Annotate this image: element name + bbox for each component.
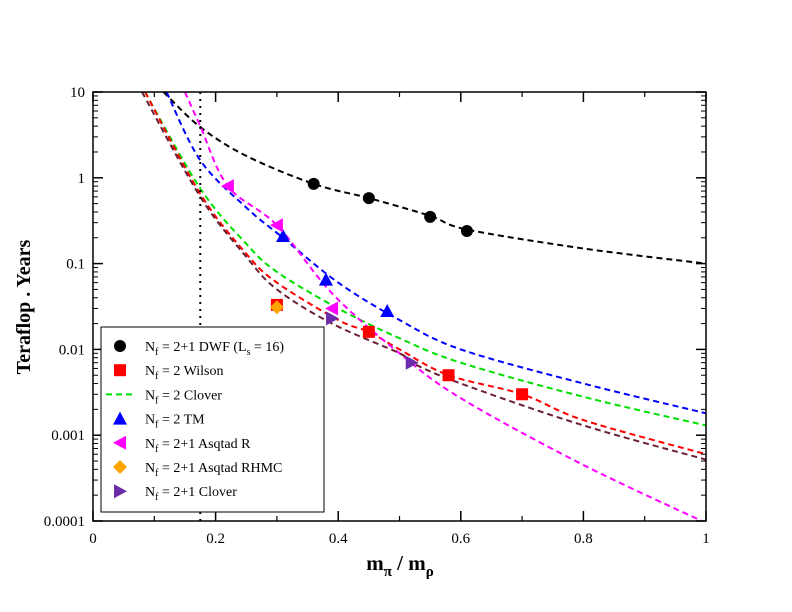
y-tick-label: 0.1 xyxy=(66,257,85,273)
legend-entry: Nf = 2 Wilson xyxy=(114,364,224,382)
data-point xyxy=(269,300,284,315)
y-tick-label: 0.001 xyxy=(51,428,85,444)
x-axis-ticks: 0 0.2 0.4 0.6 0.8 1 xyxy=(89,92,710,547)
legend-swatch xyxy=(113,460,127,474)
x-tick-label: 0.4 xyxy=(329,531,348,547)
legend: Nf = 2+1 DWF (Ls = 16) Nf = 2 Wilson Nf = … xyxy=(100,326,325,513)
data-point xyxy=(380,304,395,318)
fit-curve xyxy=(141,92,706,461)
legend-label: Nf = 2+1 Asqtad RHMC xyxy=(145,461,282,479)
legend-label: Nf = 2 TM xyxy=(145,413,205,431)
y-tick-label: 0.01 xyxy=(59,342,85,358)
data-point xyxy=(362,192,375,205)
legend-items: Nf = 2+1 DWF (Ls = 16) Nf = 2 Wilson Nf = … xyxy=(106,340,284,503)
data-point xyxy=(276,228,291,242)
legend-label: Nf = 2+1 DWF (Ls = 16) xyxy=(145,340,284,358)
x-tick-label: 0 xyxy=(89,531,97,547)
legend-label: Nf = 2+1 Clover xyxy=(145,485,237,503)
y-axis-ticks: 0.0001 0.001 0.01 0.1 1 10 xyxy=(44,85,706,530)
fit-curve xyxy=(144,92,706,456)
legend-swatch xyxy=(113,411,127,425)
fit-curve xyxy=(162,92,706,265)
legend-entry: Nf = 2+1 Asqtad R xyxy=(113,435,251,455)
x-tick-label: 0.6 xyxy=(451,531,470,547)
data-point xyxy=(326,311,340,326)
fit-curve xyxy=(183,92,705,521)
data-point xyxy=(362,325,375,338)
legend-entry: Nf = 2+1 DWF (Ls = 16) xyxy=(114,340,284,358)
legend-swatch xyxy=(114,340,126,352)
x-tick-label: 0.8 xyxy=(574,531,593,547)
legend-swatch xyxy=(114,484,127,499)
legend-entry: Nf = 2 Clover xyxy=(106,388,222,406)
x-label-sub1: π xyxy=(384,564,393,580)
legend-label: Nf = 2 Wilson xyxy=(145,364,224,382)
y-tick-label: 1 xyxy=(78,171,86,187)
y-axis-title: Teraflop . Years xyxy=(13,239,35,374)
legend-entry: Nf = 2+1 Asqtad RHMC xyxy=(113,460,282,479)
fit-curve xyxy=(165,92,706,415)
x-label-main: m xyxy=(366,551,384,575)
legend-box xyxy=(100,326,325,513)
data-point xyxy=(307,177,320,190)
data-point xyxy=(318,272,333,286)
legend-label: Nf = 2 Clover xyxy=(145,388,222,406)
data-point xyxy=(269,218,283,233)
legend-label: Nf = 2+1 Asqtad R xyxy=(145,437,251,455)
data-point xyxy=(405,355,419,370)
data-points xyxy=(220,177,529,401)
x-tick-label: 0.2 xyxy=(206,531,225,547)
data-point xyxy=(424,210,437,223)
x-axis-title: mπ / mρ xyxy=(366,551,434,580)
legend-entry: Nf = 2 TM xyxy=(113,411,205,431)
data-point xyxy=(220,179,234,194)
x-label-sep: / m xyxy=(392,551,426,575)
legend-swatch xyxy=(113,435,126,450)
data-point xyxy=(460,224,473,237)
fit-curves xyxy=(141,92,706,521)
x-label-sub2: ρ xyxy=(426,564,434,580)
y-tick-label: 10 xyxy=(70,85,85,101)
data-point xyxy=(516,388,529,401)
y-tick-label: 0.0001 xyxy=(44,514,85,530)
legend-entry: Nf = 2+1 Clover xyxy=(114,484,237,503)
data-point xyxy=(442,369,455,382)
data-point xyxy=(325,301,339,316)
legend-swatch xyxy=(114,364,126,377)
x-tick-label: 1 xyxy=(702,531,710,547)
